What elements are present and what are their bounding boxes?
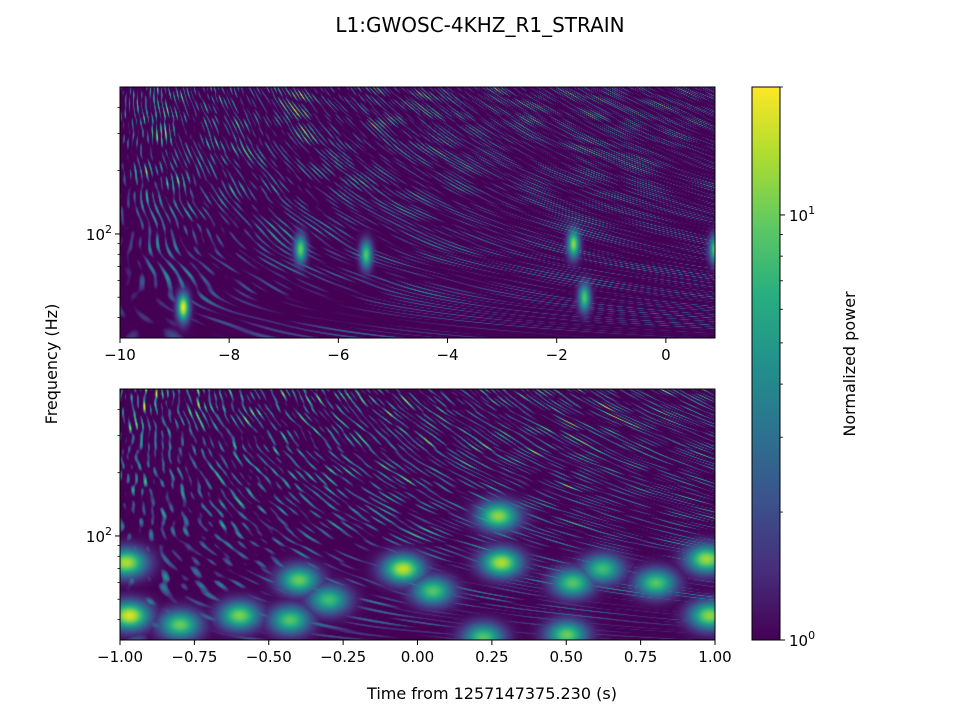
colorbar-tick-label: 100 — [789, 629, 815, 650]
spectrogram-image — [120, 87, 715, 338]
colorbar-ticks: 100 101 — [780, 86, 815, 650]
x-tick-label: −4 — [436, 346, 458, 364]
top-panel: −10 −8 −6 −4 −2 0 102 — [86, 86, 716, 364]
top-panel-frame — [119, 86, 716, 339]
chart-title: L1:GWOSC-4KHZ_R1_STRAIN — [335, 13, 624, 37]
top-panel-spectrogram — [120, 87, 715, 338]
x-tick-label: −0.50 — [246, 648, 292, 666]
x-tick-label: −8 — [218, 346, 240, 364]
y-tick-label: 102 — [86, 223, 112, 244]
x-tick-label: −0.25 — [320, 648, 366, 666]
top-panel-x-axis: −10 −8 −6 −4 −2 0 — [104, 338, 671, 364]
x-tick-label: 0.50 — [550, 648, 583, 666]
x-tick-label: −10 — [104, 346, 136, 364]
x-tick-label: 0 — [661, 346, 671, 364]
colorbar-label: Normalized power — [840, 291, 859, 437]
bottom-panel-spectrogram — [120, 389, 715, 640]
x-tick-label: 0.00 — [401, 648, 434, 666]
y-axis-label: Frequency (Hz) — [42, 304, 61, 425]
bottom-panel-x-axis: −1.00 −0.75 −0.50 −0.25 0.00 0.25 0.50 0.75 1.00 — [97, 640, 732, 666]
y-tick-label: 102 — [86, 525, 112, 546]
bottom-panel: −1.00 −0.75 −0.50 −0.25 0.00 0.25 0.50 0.75 1.00… — [86, 388, 732, 666]
x-tick-label: 1.00 — [698, 648, 731, 666]
colorbar-tick-label: 101 — [789, 204, 815, 225]
x-tick-label: 0.75 — [624, 648, 657, 666]
x-tick-label: −6 — [327, 346, 349, 364]
x-tick-label: −1.00 — [97, 648, 143, 666]
colorbar-gradient — [751, 86, 781, 641]
bottom-panel-y-axis: 102 — [86, 408, 120, 621]
colorbar: 100 101 Normalized power — [751, 86, 859, 650]
x-tick-label: 0.25 — [475, 648, 508, 666]
top-panel-y-axis: 102 — [86, 106, 120, 319]
spectrogram-image — [120, 389, 715, 640]
x-axis-label: Time from 1257147375.230 (s) — [366, 684, 617, 703]
x-tick-label: −2 — [546, 346, 568, 364]
x-tick-label: −0.75 — [171, 648, 217, 666]
